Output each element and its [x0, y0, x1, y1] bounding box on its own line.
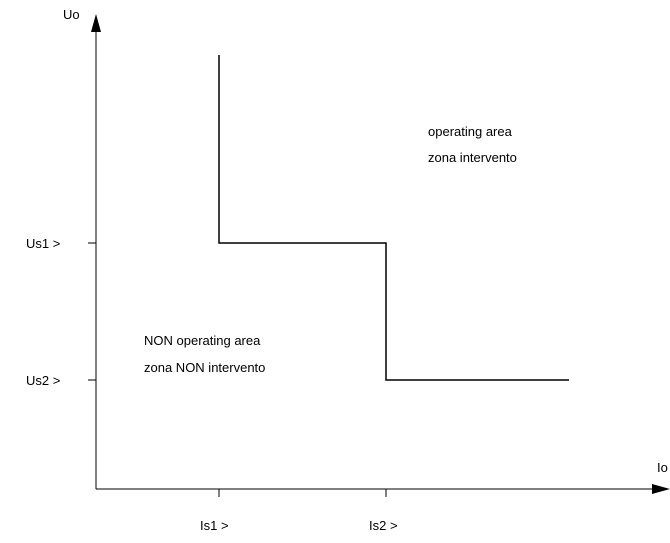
x-axis-arrow [652, 484, 670, 494]
zona-non-intervento-label: zona NON intervento [144, 360, 265, 375]
non-operating-area-label: NON operating area [144, 333, 261, 348]
us1-label: Us1 > [26, 236, 60, 251]
zona-intervento-label: zona intervento [428, 150, 517, 165]
characteristic-curve [218, 55, 569, 381]
is2-label: Is2 > [369, 518, 398, 533]
us2-label: Us2 > [26, 373, 60, 388]
x-axis-label: Io [657, 460, 668, 475]
operating-area-label: operating area [428, 124, 513, 139]
y-axis-arrow [91, 14, 101, 32]
is1-label: Is1 > [200, 518, 229, 533]
y-axis-label: Uo [63, 7, 80, 22]
